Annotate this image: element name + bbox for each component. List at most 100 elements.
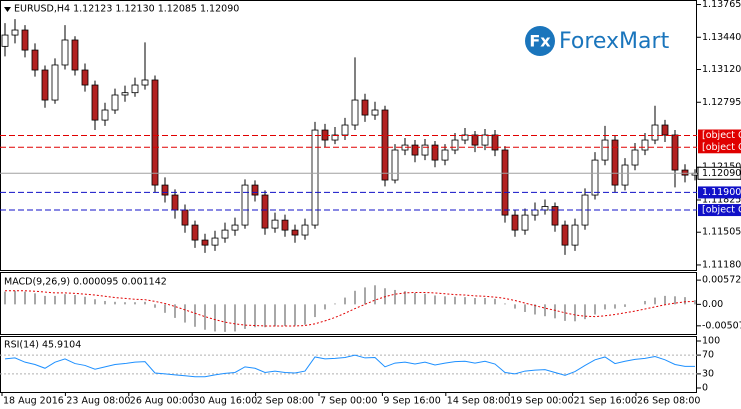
y-tick-label: 1.12795 [702, 97, 741, 108]
level-label-box [698, 129, 741, 142]
candle-body [201, 239, 209, 246]
candle-body [441, 149, 449, 161]
candle-body [511, 214, 519, 231]
candle-body [611, 139, 619, 186]
candle-body [101, 109, 109, 121]
rsi-title: RSI(14) 45.9104 [4, 340, 81, 351]
candle-body [241, 184, 249, 226]
current-price-label: 1.12090 [702, 168, 741, 179]
candle-body [591, 159, 599, 196]
level-label-box [698, 204, 741, 217]
rsi-pane [0, 336, 697, 393]
y-tick-label: 1.13120 [702, 64, 741, 75]
candle-body [41, 69, 49, 101]
y-tick-label: 30 [702, 368, 714, 379]
level-label: [object Object] [702, 205, 741, 216]
candle-body [431, 144, 439, 161]
y-tick-label: 0.00 [702, 299, 723, 310]
logo-badge-text: Fx [529, 32, 551, 51]
y-tick-label: 70 [702, 350, 714, 361]
candle-body [61, 39, 69, 66]
candle-body [461, 134, 469, 141]
chart-title: EURUSD,H4 1.12123 1.12130 1.12085 1.1209… [14, 4, 239, 15]
candle-body [281, 219, 289, 231]
candle-body [661, 124, 669, 136]
candle-body [341, 124, 349, 136]
candle-body [681, 169, 689, 176]
candle-body [161, 184, 169, 196]
y-tick-label: 1.11505 [702, 227, 741, 238]
y-tick-label: 100 [702, 336, 720, 347]
candle-body [91, 84, 99, 121]
y-tick-label: 1.13765 [702, 0, 741, 10]
x-tick-label: 23 Aug 08:00 [66, 396, 130, 407]
candle-body [181, 209, 189, 226]
candle-body [391, 149, 399, 181]
x-tick-label: 2 Sep 08:00 [257, 396, 314, 407]
candle-body [301, 224, 309, 236]
candle-body [471, 134, 479, 146]
candle-body [311, 129, 319, 226]
candle-body [451, 139, 459, 151]
logo: Fx ForexMart [525, 26, 670, 56]
y-tick-label: 0 [702, 383, 708, 394]
candle-body [191, 224, 199, 241]
candle-body [371, 109, 379, 116]
candle-body [411, 144, 419, 156]
candle-body [11, 29, 19, 36]
rsi-line [4, 354, 695, 378]
candle-body [251, 184, 259, 196]
title-icon [4, 7, 11, 12]
x-tick-label: 26 Sep 08:00 [637, 396, 700, 407]
candle-body [601, 139, 609, 161]
candle-body [271, 219, 279, 229]
candle-body [521, 214, 529, 231]
candle-body [551, 206, 559, 226]
y-tick-label: -0.00507 [702, 320, 741, 331]
candle-body [631, 149, 639, 166]
x-tick-label: 9 Sep 16:00 [383, 396, 440, 407]
candle-body [1, 34, 9, 47]
logo-name: ForexMart [559, 29, 670, 54]
candle-body [541, 206, 549, 211]
candle-body [351, 99, 359, 126]
x-tick-label: 21 Sep 16:00 [574, 396, 637, 407]
level-label-box [698, 186, 741, 199]
macd-pane [0, 272, 697, 335]
candle-body [561, 224, 569, 246]
candle-body [131, 84, 139, 94]
candle-body [641, 139, 649, 151]
x-tick-label: 30 Aug 16:00 [193, 396, 257, 407]
candle-body [51, 64, 59, 101]
candle-body [81, 69, 89, 86]
candle-body [231, 224, 239, 231]
candle-body [421, 144, 429, 156]
level-label: 1.11900 [702, 187, 741, 198]
candle-body [331, 134, 339, 141]
x-tick-label: 19 Sep 00:00 [510, 396, 573, 407]
macd-title: MACD(9,26,9) 0.000095 0.001142 [4, 277, 167, 288]
y-tick-label: 1.11825 [702, 194, 741, 205]
candle-body [491, 134, 499, 151]
level-label-box [698, 141, 741, 154]
current-price-box [697, 166, 741, 180]
x-tick-label: 7 Sep 00:00 [320, 396, 377, 407]
candle-body [171, 194, 179, 211]
candle-body [361, 99, 369, 116]
y-tick-label: 1.13440 [702, 32, 741, 43]
candle-body [221, 229, 229, 239]
candle-body [211, 237, 219, 246]
level-label: [object Object] [702, 142, 741, 153]
level-label: [object Object] [702, 130, 741, 141]
candle-body [671, 134, 679, 171]
candle-body [381, 109, 389, 181]
candle-body [21, 29, 29, 51]
candle-body [621, 164, 629, 186]
y-tick-label: 1.11180 [702, 259, 741, 270]
logo-badge [525, 26, 555, 56]
candle-body [151, 79, 159, 186]
candle-body [651, 124, 659, 141]
candle-body [141, 79, 149, 86]
